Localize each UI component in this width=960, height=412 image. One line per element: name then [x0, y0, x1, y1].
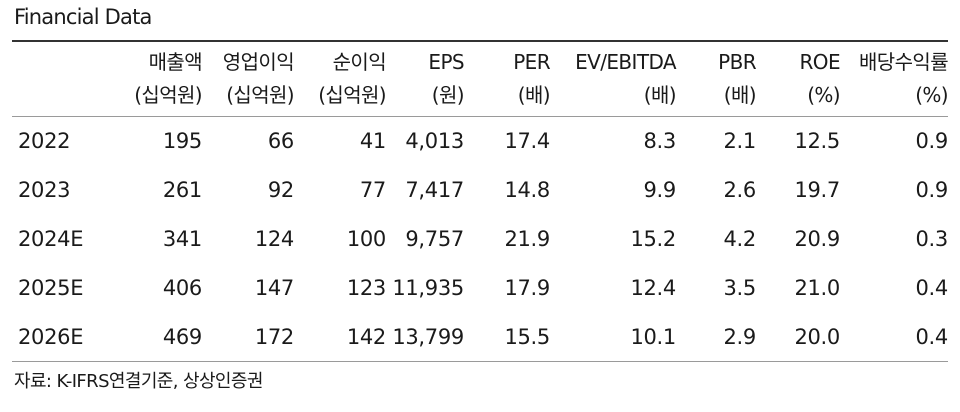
header-label: PER	[513, 50, 550, 74]
table-cell: 12.4	[630, 275, 676, 300]
header-cell-net-income: 순이익 (십억원)	[294, 42, 386, 116]
table-cell: 66	[267, 128, 294, 153]
table-cell: 100	[346, 226, 386, 251]
header-unit: (십억원)	[318, 83, 386, 107]
header-row: 매출액 (십억원) 영업이익 (십억원) 순이익 (십억원) EPS (원) PER (배…	[12, 42, 948, 116]
table-cell: 10.1	[630, 324, 676, 349]
table-title: Financial Data	[14, 5, 152, 29]
table-cell: 4,013	[405, 128, 464, 153]
table-cell: 13,799	[392, 324, 464, 349]
header-label: 매출액	[148, 50, 203, 74]
table-cell: 14.8	[504, 177, 550, 202]
header-label: 영업이익	[222, 50, 295, 74]
table-cell: 2.9	[723, 324, 757, 349]
table-row: 2025E 406 147 123 11,935 17.9 12.4 3.5 2…	[12, 263, 948, 312]
table-cell: 4.2	[723, 226, 757, 251]
table-cell: 20.9	[794, 226, 840, 251]
table-cell: 195	[162, 128, 202, 153]
header-label: 배당수익률	[859, 50, 949, 74]
header-label: ROE	[799, 50, 841, 74]
header-label: EPS	[428, 50, 464, 74]
table-cell: 7,417	[405, 177, 464, 202]
header-cell-dividend-yield: 배당수익률 (%)	[840, 42, 949, 116]
table-cell: 0.9	[915, 177, 949, 202]
header-cell-operating-profit: 영업이익 (십억원)	[202, 42, 295, 116]
table-cell: 3.5	[723, 275, 757, 300]
header-cell-revenue: 매출액 (십억원)	[110, 42, 202, 116]
table-cell: 11,935	[392, 275, 464, 300]
table-cell: 20.0	[794, 324, 840, 349]
header-label: PBR	[718, 50, 756, 74]
table-cell: 341	[162, 226, 202, 251]
source-note: 자료: K-IFRS연결기준, 상상인증권	[14, 371, 263, 392]
table-row: 2022 195 66 41 4,013 17.4 8.3 2.1 12.5 0…	[12, 116, 948, 165]
header-unit: (%)	[807, 83, 840, 107]
table-cell: 12.5	[794, 128, 840, 153]
header-cell-eps: EPS (원)	[386, 42, 464, 116]
table-cell: 41	[359, 128, 386, 153]
table-cell: 17.9	[504, 275, 550, 300]
year-cell: 2022	[18, 128, 71, 153]
header-label: 순이익	[332, 50, 387, 74]
table-cell: 147	[254, 275, 294, 300]
table-cell: 8.3	[643, 128, 677, 153]
table-cell: 0.9	[915, 128, 949, 153]
table-cell: 17.4	[504, 128, 550, 153]
table-cell: 406	[162, 275, 202, 300]
header-unit: (%)	[915, 83, 948, 107]
table-cell: 0.4	[915, 275, 949, 300]
table-cell: 15.2	[630, 226, 676, 251]
table-cell: 0.4	[915, 324, 949, 349]
header-cell-per: PER (배)	[464, 42, 550, 116]
table-cell: 124	[254, 226, 294, 251]
header-cell-year	[12, 42, 110, 116]
table-cell: 21.9	[504, 226, 550, 251]
top-rule	[12, 40, 948, 42]
header-cell-ev-ebitda: EV/EBITDA (배)	[550, 42, 676, 116]
header-unit: (원)	[431, 83, 465, 107]
table-cell: 9.9	[643, 177, 677, 202]
header-rule	[12, 116, 948, 117]
header-unit: (배)	[723, 83, 757, 107]
table-row: 2023 261 92 77 7,417 14.8 9.9 2.6 19.7 0…	[12, 165, 948, 214]
table-cell: 2.6	[723, 177, 757, 202]
table-row: 2024E 341 124 100 9,757 21.9 15.2 4.2 20…	[12, 214, 948, 263]
header-unit: (배)	[643, 83, 677, 107]
year-cell: 2025E	[18, 275, 84, 300]
header-unit: (십억원)	[226, 83, 294, 107]
table-cell: 469	[162, 324, 202, 349]
table-cell: 19.7	[794, 177, 840, 202]
year-cell: 2026E	[18, 324, 84, 349]
header-cell-pbr: PBR (배)	[676, 42, 756, 116]
header-unit: (배)	[517, 83, 551, 107]
table-cell: 0.3	[915, 226, 949, 251]
bottom-rule	[12, 361, 948, 362]
table-cell: 77	[359, 177, 386, 202]
table-cell: 92	[267, 177, 294, 202]
table-cell: 123	[346, 275, 386, 300]
table-cell: 142	[346, 324, 386, 349]
table-cell: 15.5	[504, 324, 550, 349]
header-cell-roe: ROE (%)	[756, 42, 841, 116]
financial-data-table: 매출액 (십억원) 영업이익 (십억원) 순이익 (십억원) EPS (원) PER (배…	[12, 42, 949, 361]
table-cell: 9,757	[405, 226, 464, 251]
table-row: 2026E 469 172 142 13,799 15.5 10.1 2.9 2…	[12, 312, 948, 361]
table-cell: 172	[254, 324, 294, 349]
table-cell: 21.0	[794, 275, 840, 300]
table-cell: 261	[162, 177, 202, 202]
year-cell: 2024E	[18, 226, 84, 251]
header-label: EV/EBITDA	[575, 50, 676, 74]
header-unit: (십억원)	[134, 83, 202, 107]
year-cell: 2023	[18, 177, 71, 202]
table-cell: 2.1	[723, 128, 757, 153]
